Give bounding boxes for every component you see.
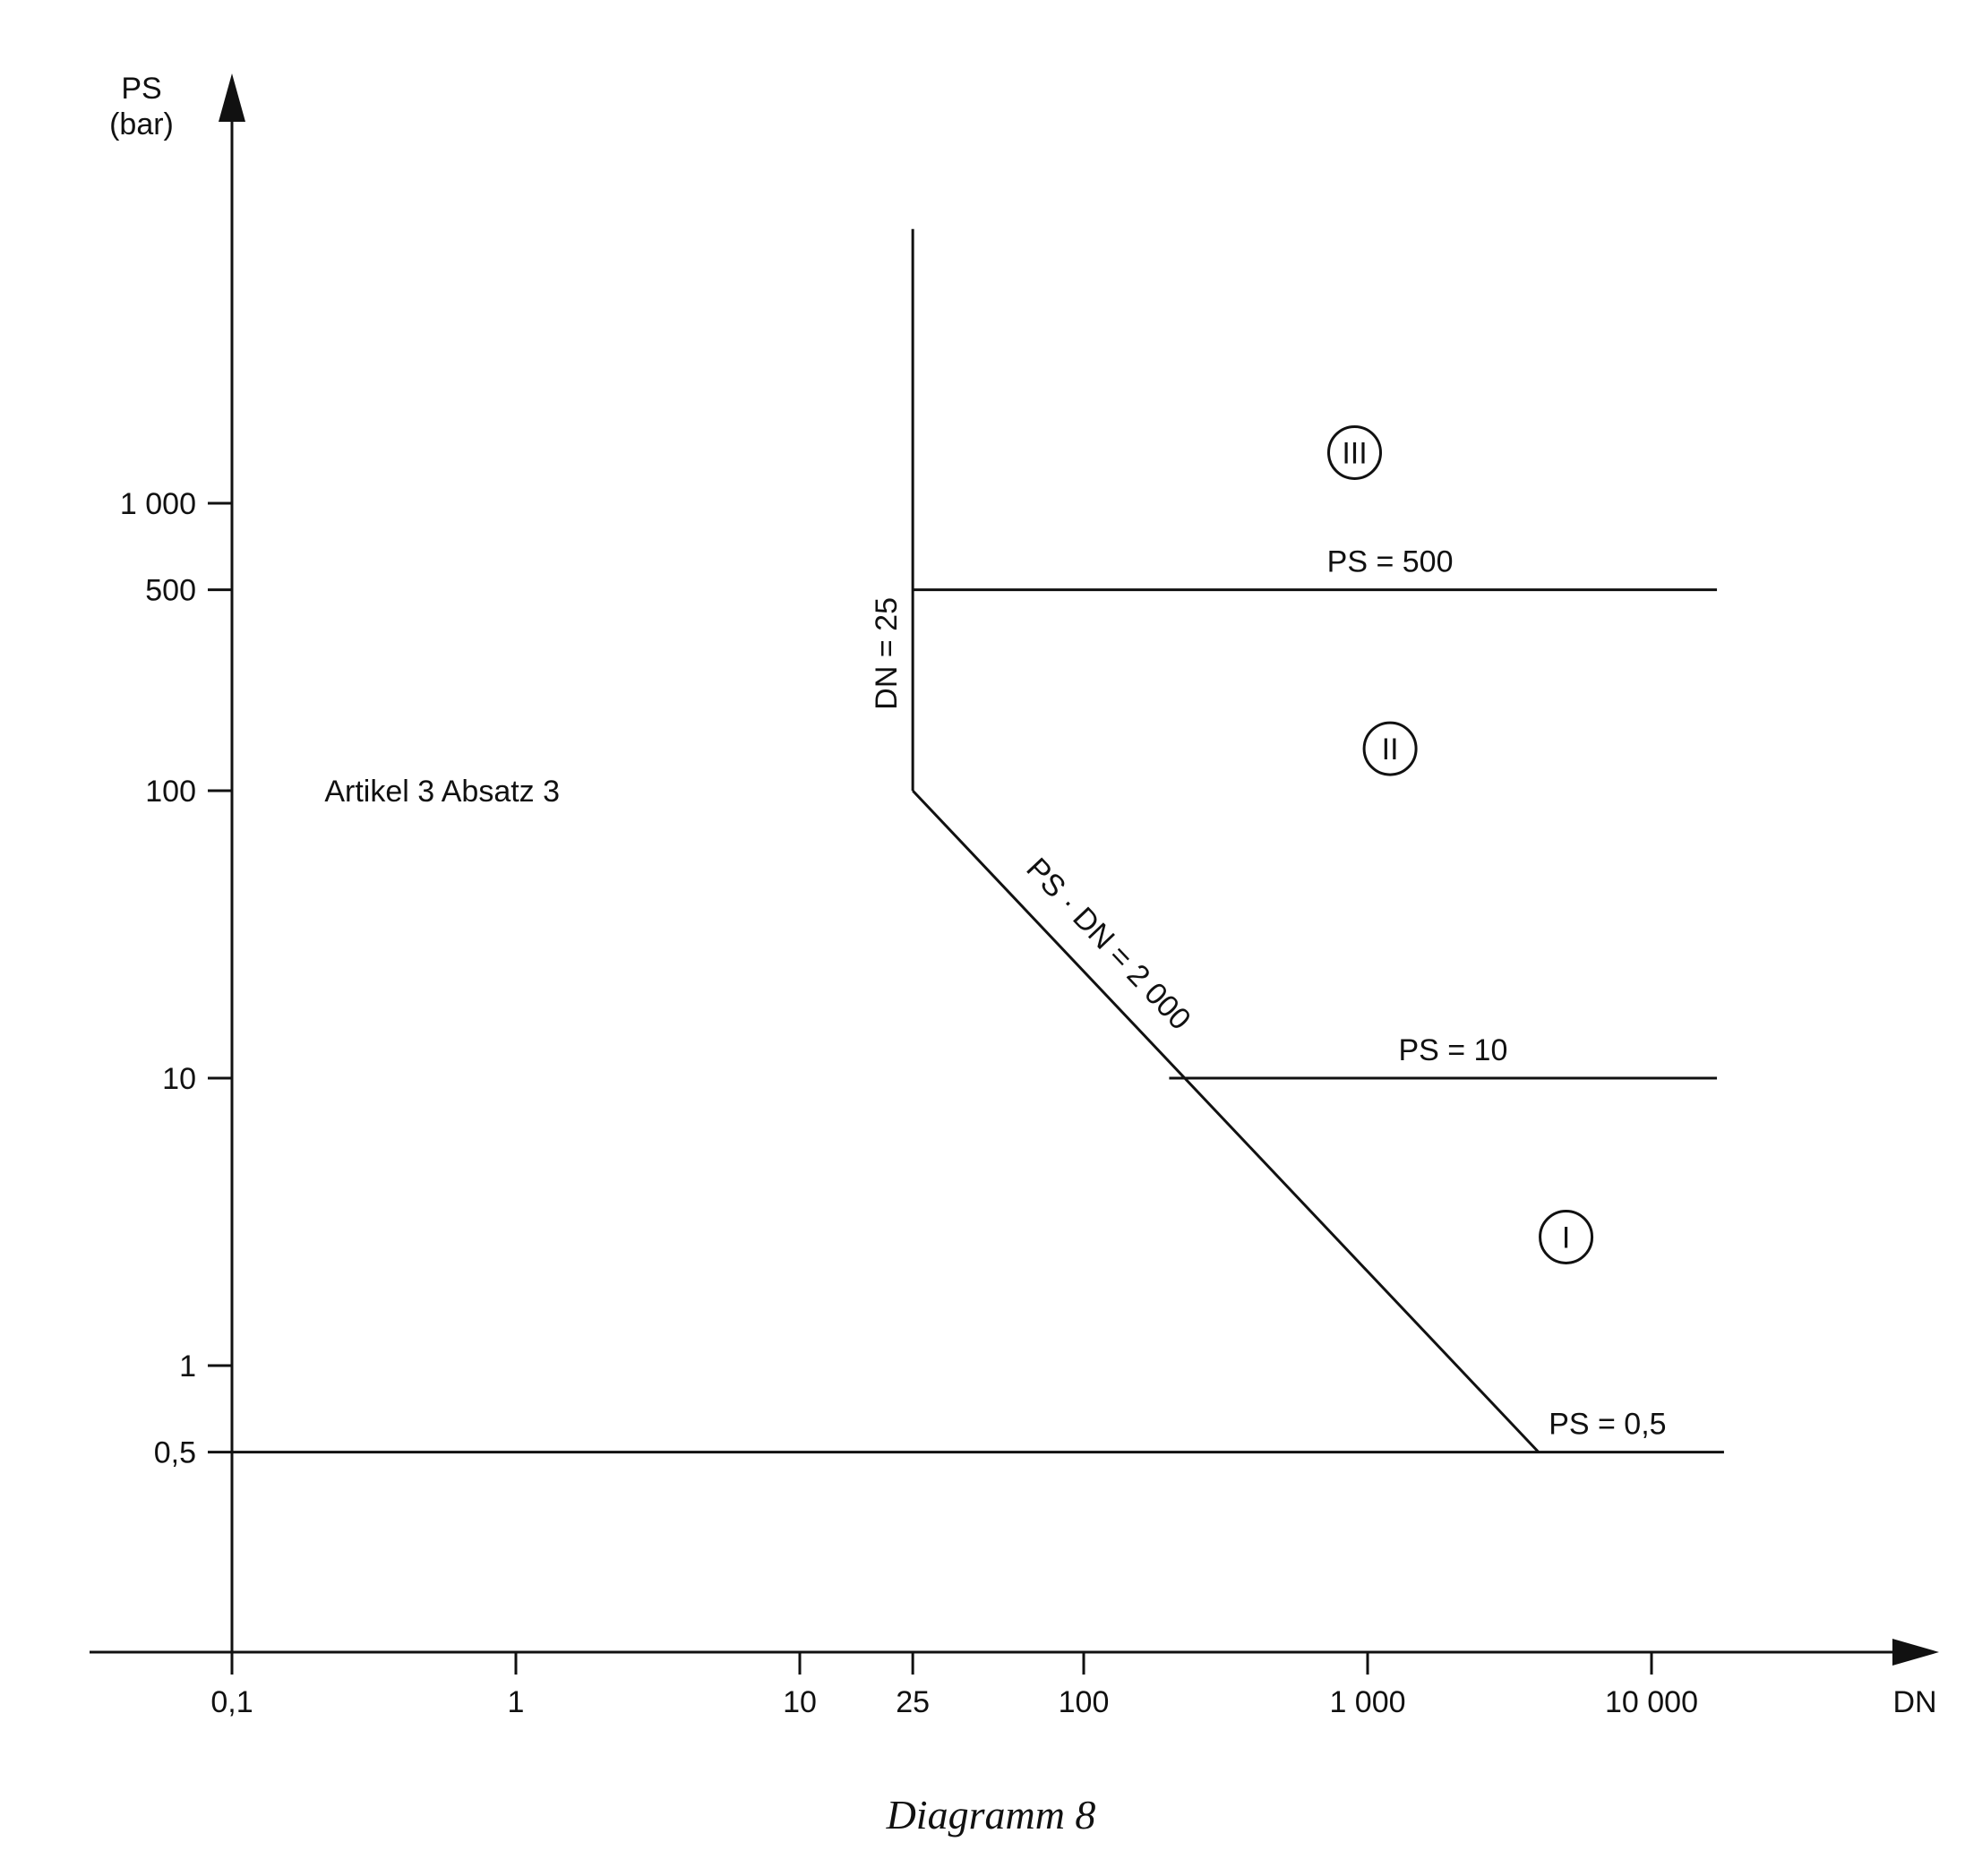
boundary-line bbox=[912, 789, 1540, 1453]
region-circle bbox=[1362, 721, 1418, 776]
x-tick-label: 1 bbox=[508, 1685, 525, 1719]
x-axis-arrow bbox=[1892, 1639, 1939, 1666]
region-label: II bbox=[1382, 732, 1399, 767]
y-tick-label: 100 bbox=[145, 775, 196, 809]
x-axis-label: DN bbox=[1892, 1685, 1936, 1719]
y-tick-label: 10 bbox=[162, 1062, 196, 1096]
region-circle bbox=[1539, 1209, 1594, 1264]
x-tick-label: 0,1 bbox=[210, 1685, 253, 1719]
boundary-lines bbox=[232, 228, 1724, 1454]
y-tick-label: 1 bbox=[179, 1349, 196, 1383]
boundary-label: PS · DN = 2 000 bbox=[1019, 852, 1197, 1037]
x-tick-label: 25 bbox=[896, 1685, 930, 1719]
boundary-label: PS = 0,5 bbox=[1549, 1408, 1666, 1442]
region-circle bbox=[1326, 424, 1382, 480]
x-tick-label: 1 000 bbox=[1329, 1685, 1405, 1719]
boundary-label: PS = 500 bbox=[1327, 545, 1454, 579]
y-axis-arrow bbox=[219, 73, 245, 122]
region-label: I bbox=[1562, 1221, 1570, 1255]
x-tick-label: 10 bbox=[783, 1685, 817, 1719]
y-axis-label: PS bbox=[121, 72, 161, 106]
x-tick-label: 10 000 bbox=[1605, 1685, 1698, 1719]
boundary-label: PS = 10 bbox=[1398, 1033, 1507, 1067]
y-axis-unit: (bar) bbox=[109, 107, 174, 141]
y-tick-label: 1 000 bbox=[120, 487, 196, 521]
y-tick-label: 0,5 bbox=[154, 1436, 196, 1470]
labels: 0,1 1 10 25 100 1 000 10 000 1 000 500 100 10 1 0,5 D… bbox=[109, 72, 1936, 1719]
axes bbox=[90, 73, 1939, 1675]
boundary-label: DN = 25 bbox=[870, 597, 904, 710]
y-tick-label: 500 bbox=[145, 574, 196, 608]
region-label: Artikel 3 Absatz 3 bbox=[324, 775, 560, 809]
region-label: III bbox=[1342, 436, 1367, 470]
figure-caption: Diagramm 8 bbox=[886, 1792, 1096, 1837]
x-tick-label: 100 bbox=[1059, 1685, 1110, 1719]
chart-svg: 0,1 1 10 25 100 1 000 10 000 1 000 500 100 10 1 0,5 D… bbox=[90, 72, 1939, 1719]
